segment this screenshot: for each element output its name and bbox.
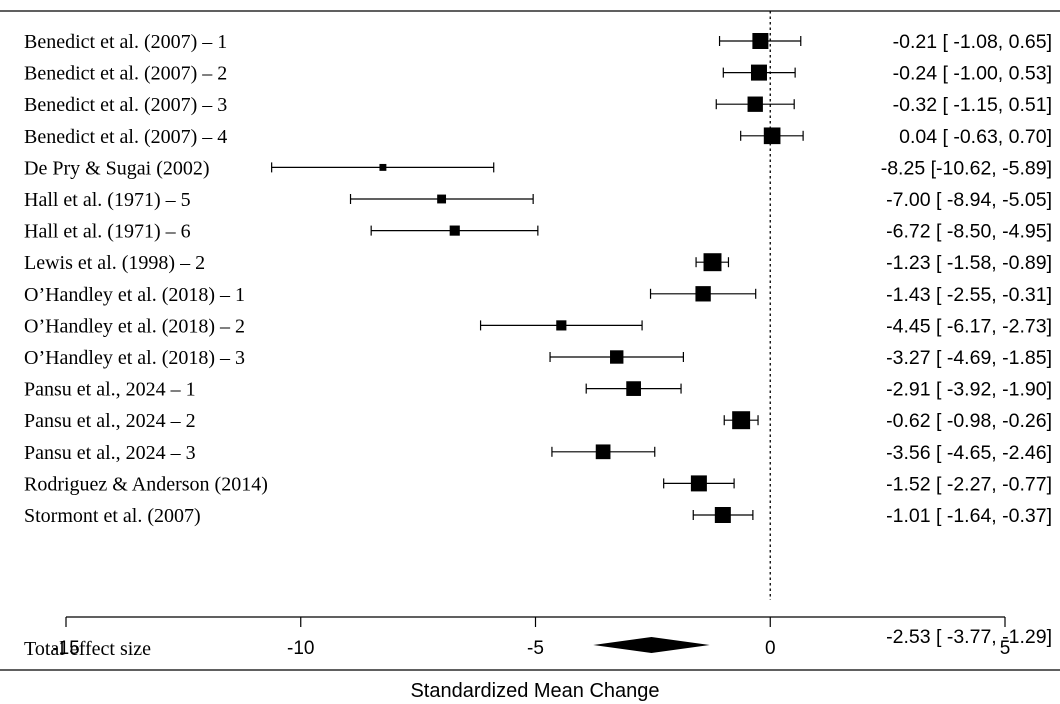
study-row: O’Handley et al. (2018) – 3 -3.27 [ -4.69… (24, 347, 1052, 369)
x-tick-label: -5 (527, 638, 544, 659)
study-label: Stormont et al. (2007) (24, 505, 201, 527)
study-label: Hall et al. (1971) – 6 (24, 221, 191, 243)
ci-value: -0.21 [ -1.08, 0.65] (893, 31, 1052, 53)
study-row: Stormont et al. (2007) -1.01 [ -1.64, -0.… (24, 505, 1052, 527)
study-label: Pansu et al., 2024 – 3 (24, 442, 196, 464)
point-estimate (556, 320, 567, 331)
point-estimate (763, 127, 781, 145)
study-row: Hall et al. (1971) – 5 -7.00 [ -8.94, -5.… (24, 189, 1052, 211)
ci-value: -0.32 [ -1.15, 0.51] (893, 94, 1052, 116)
point-estimate (703, 253, 722, 272)
x-tick-label: -15 (52, 638, 79, 659)
point-estimate (747, 96, 763, 112)
summary-diamond (593, 637, 710, 653)
summary-row: Total effect size -2.53 [ -3.77, -1.29] (24, 626, 1052, 660)
ci-value: -1.43 [ -2.55, -0.31] (886, 284, 1052, 306)
study-label: Benedict et al. (2007) – 1 (24, 31, 227, 53)
study-label: Pansu et al., 2024 – 1 (24, 379, 196, 401)
study-row: Benedict et al. (2007) – 3 -0.32 [ -1.15,… (24, 94, 1052, 116)
ci-value: -3.27 [ -4.69, -1.85] (886, 347, 1052, 369)
point-estimate (750, 64, 767, 81)
point-estimate (732, 411, 751, 430)
ci-value: -6.72 [ -8.50, -4.95] (886, 221, 1052, 243)
study-label: Lewis et al. (1998) – 2 (24, 252, 205, 274)
study-row: Benedict et al. (2007) – 1 -0.21 [ -1.08,… (24, 31, 1052, 53)
point-estimate (752, 33, 769, 49)
ci-value: -7.00 [ -8.94, -5.05] (886, 189, 1052, 211)
x-tick-label: -10 (287, 638, 314, 659)
study-row: Lewis et al. (1998) – 2 -1.23 [ -1.58, -0… (24, 252, 1052, 274)
x-axis: -15 -10 -5 0 5 (52, 616, 1011, 659)
point-estimate (610, 350, 624, 364)
study-label: Pansu et al., 2024 – 2 (24, 410, 196, 432)
ci-value: -0.24 [ -1.00, 0.53] (893, 63, 1052, 85)
ci-value: -8.25 [-10.62, -5.89] (881, 157, 1052, 179)
ci-value: -0.62 [ -0.98, -0.26] (886, 410, 1052, 432)
study-label: O’Handley et al. (2018) – 1 (24, 284, 245, 306)
study-row: Rodriguez & Anderson (2014) -1.52 [ -2.27… (24, 473, 1052, 495)
study-row: O’Handley et al. (2018) – 1 -1.43 [ -2.55… (24, 284, 1052, 306)
ci-value: 0.04 [ -0.63, 0.70] (899, 126, 1052, 148)
study-row: De Pry & Sugai (2002) -8.25 [-10.62, -5.8… (24, 157, 1052, 179)
x-axis-title: Standardized Mean Change (410, 680, 659, 702)
study-label: Benedict et al. (2007) – 3 (24, 94, 227, 116)
ci-value: -1.52 [ -2.27, -0.77] (886, 473, 1052, 495)
point-estimate (714, 507, 731, 523)
study-row: Pansu et al., 2024 – 3 -3.56 [ -4.65, -2.… (24, 442, 1052, 464)
study-label: O’Handley et al. (2018) – 2 (24, 315, 245, 337)
x-tick-label: 0 (765, 638, 776, 659)
point-estimate (695, 286, 711, 302)
ci-value: -2.91 [ -3.92, -1.90] (886, 379, 1052, 401)
study-row: Pansu et al., 2024 – 1 -2.91 [ -3.92, -1.… (24, 379, 1052, 401)
point-estimate (379, 163, 387, 171)
point-estimate (626, 381, 641, 396)
study-rows: Benedict et al. (2007) – 1 -0.21 [ -1.08,… (24, 31, 1052, 527)
study-label: O’Handley et al. (2018) – 3 (24, 347, 245, 369)
summary-ci-value: -2.53 [ -3.77, -1.29] (886, 626, 1052, 648)
ci-value: -1.23 [ -1.58, -0.89] (886, 252, 1052, 274)
study-row: Hall et al. (1971) – 6 -6.72 [ -8.50, -4.… (24, 221, 1052, 243)
study-label: Benedict et al. (2007) – 4 (24, 126, 227, 148)
study-label: De Pry & Sugai (2002) (24, 157, 210, 179)
summary-label: Total effect size (24, 638, 151, 660)
point-estimate (690, 475, 707, 492)
point-estimate (449, 225, 460, 236)
study-label: Rodriguez & Anderson (2014) (24, 473, 268, 495)
study-row: Benedict et al. (2007) – 2 -0.24 [ -1.00,… (24, 63, 1052, 85)
study-row: Pansu et al., 2024 – 2 -0.62 [ -0.98, -0.… (24, 410, 1052, 432)
x-tick-label: 5 (1000, 638, 1011, 659)
ci-value: -1.01 [ -1.64, -0.37] (886, 505, 1052, 527)
point-estimate (595, 444, 611, 460)
study-row: O’Handley et al. (2018) – 2 -4.45 [ -6.17… (24, 315, 1052, 337)
study-row: Benedict et al. (2007) – 4 0.04 [ -0.63, … (24, 126, 1052, 148)
point-estimate (437, 194, 447, 204)
ci-value: -3.56 [ -4.65, -2.46] (886, 442, 1052, 464)
ci-value: -4.45 [ -6.17, -2.73] (886, 315, 1052, 337)
study-label: Benedict et al. (2007) – 2 (24, 63, 227, 85)
study-label: Hall et al. (1971) – 5 (24, 189, 191, 211)
